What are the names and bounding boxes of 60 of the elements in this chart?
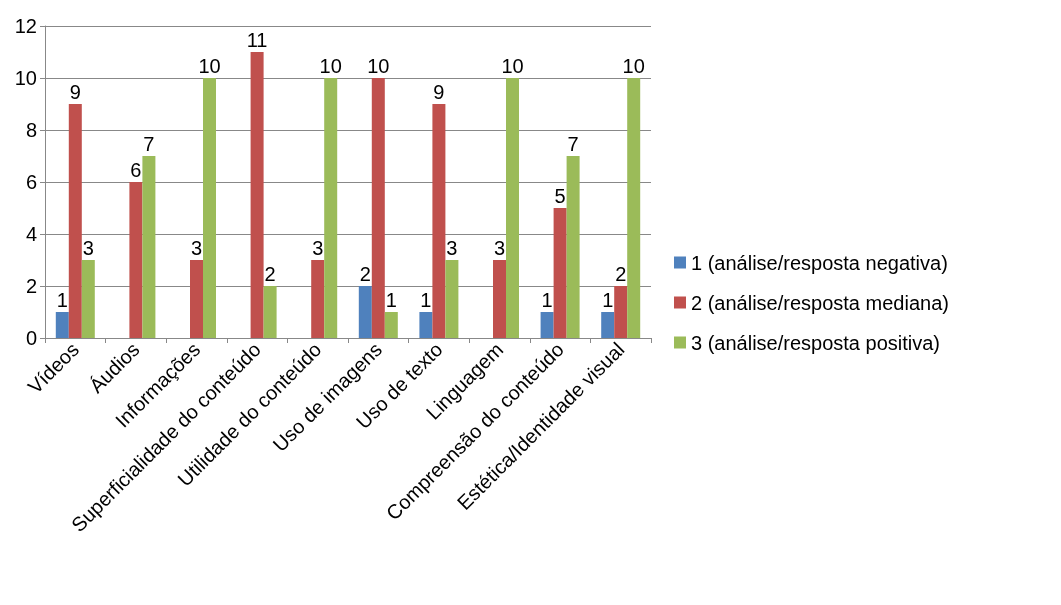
data-label: 10: [501, 55, 524, 77]
data-label: 6: [130, 159, 142, 181]
bar: [142, 156, 156, 338]
bar: [540, 312, 554, 338]
y-tick-label: 4: [25, 223, 37, 245]
bar: [311, 260, 325, 338]
data-label: 2: [359, 263, 371, 285]
bar: [324, 78, 338, 338]
legend-label: 2 (análise/resposta mediana): [691, 291, 949, 314]
bar: [493, 260, 506, 338]
bar: [566, 156, 580, 338]
data-label: 9: [433, 81, 445, 103]
data-label: 1: [56, 289, 68, 311]
bar: [506, 78, 519, 338]
bar: [614, 286, 628, 338]
data-label: 10: [319, 55, 342, 77]
bar: [129, 182, 143, 338]
bar: [263, 286, 277, 338]
data-label: 1: [420, 289, 432, 311]
data-label: 3: [446, 237, 458, 259]
bar: [384, 312, 398, 338]
data-label: 10: [367, 55, 390, 77]
bar: [190, 260, 203, 338]
data-label: 5: [554, 185, 566, 207]
data-label: 10: [198, 55, 221, 77]
y-tick-label: 10: [14, 67, 37, 89]
bar: [445, 260, 459, 338]
data-label: 2: [615, 263, 627, 285]
y-tick-label: 0: [25, 327, 37, 349]
data-label: 7: [143, 133, 155, 155]
legend-label: 1 (análise/resposta negativa): [691, 251, 948, 274]
data-label: 1: [541, 289, 553, 311]
bar: [68, 104, 82, 338]
data-label: 7: [567, 133, 579, 155]
data-label: 11: [246, 29, 268, 51]
bar: [81, 260, 95, 338]
data-label: 2: [264, 263, 276, 285]
data-label: 9: [69, 81, 81, 103]
data-label: 3: [493, 237, 506, 259]
bar: [203, 78, 216, 338]
bar: [358, 286, 372, 338]
bar: [601, 312, 615, 338]
bar: [419, 312, 433, 338]
y-tick-label: 6: [25, 171, 37, 193]
bar: [55, 312, 69, 338]
data-label: 3: [82, 237, 94, 259]
data-label: 1: [385, 289, 397, 311]
y-tick-label: 12: [14, 15, 37, 37]
data-label: 1: [602, 289, 614, 311]
bar: [627, 78, 641, 338]
y-tick-label: 8: [25, 119, 37, 141]
legend-label: 3 (análise/resposta positiva): [691, 331, 941, 354]
bar: [250, 52, 264, 338]
data-label: 3: [312, 237, 324, 259]
bar: [371, 78, 385, 338]
y-tick-label: 2: [25, 275, 37, 297]
data-label: 3: [190, 237, 203, 259]
data-label: 10: [622, 55, 645, 77]
bar: [432, 104, 446, 338]
bar: [553, 208, 567, 338]
